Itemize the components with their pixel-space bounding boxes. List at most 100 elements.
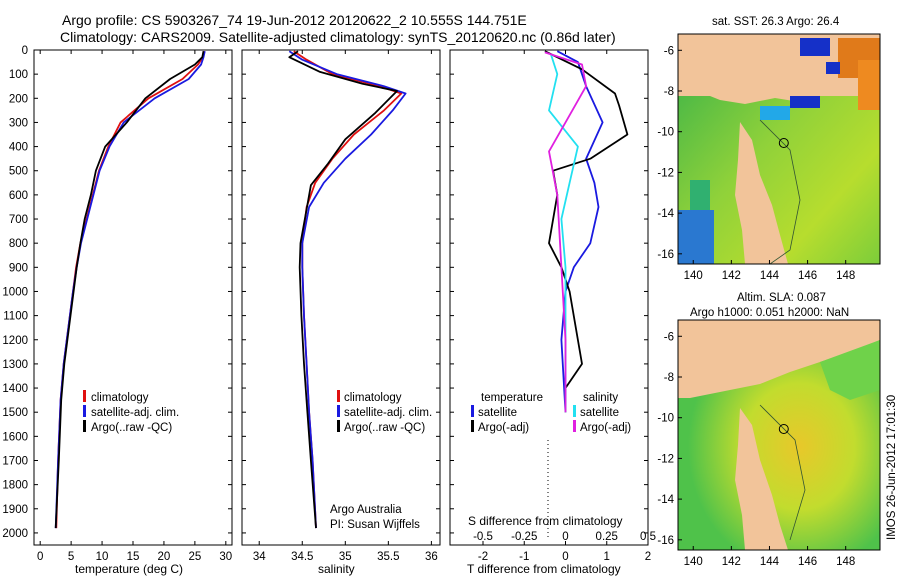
temperature-panel: 0100200300400500600700800900100011001200… — [2, 45, 233, 576]
lon-tick-label: 146 — [798, 556, 817, 568]
sst-lon-tick-labels: 140 142 144 146 148 — [684, 260, 855, 282]
lon-tick-label: 140 — [684, 270, 703, 282]
legend-salinity-title: salinity — [583, 392, 618, 404]
lat-tick-label: -6 — [664, 331, 674, 343]
lon-tick-label: 146 — [798, 270, 817, 282]
series-line-1-2 — [288, 50, 398, 529]
legend-swatch-argo — [83, 420, 86, 432]
x-tick-label: -2 — [478, 551, 488, 563]
depth-tick-label: 1100 — [3, 311, 28, 323]
sla-map-image — [678, 320, 880, 550]
legend-swatch-satellite — [83, 405, 86, 417]
depth-tick-label: 1700 — [2, 455, 28, 467]
depth-tick-labels: 0 100 200 300 400 500 600 700 800 900 1000 1100 1200… — [2, 45, 28, 540]
legend-swatch-climatology — [83, 390, 86, 402]
sla-lon-tick-labels: 140 142 144 146 148 — [684, 546, 855, 568]
depth-tick-label: 0 — [22, 45, 28, 57]
sla-map-frame — [677, 319, 881, 551]
imos-timestamp: IMOS 26-Jun-2012 17:01:30 — [886, 395, 898, 540]
sst-map-panel: sat. SST: 26.3 Argo: 26.4 140 142 144 146 14… — [657, 16, 881, 282]
depth-tick-label: 900 — [9, 262, 28, 274]
depth-tick-label: 1800 — [2, 480, 28, 492]
lon-tick-label: 144 — [760, 270, 780, 282]
sla-map-title-line1: Altim. SLA: 0.087 — [737, 292, 826, 304]
legend-swatch-argo — [337, 420, 340, 432]
legend-label-climatology: climatology — [91, 392, 149, 404]
legend-temperature-title: temperature — [481, 392, 543, 404]
depth-tick-label: 1400 — [2, 383, 28, 395]
lon-tick-label: 142 — [722, 556, 741, 568]
legend-label-argo: Argo(..raw -QC) — [91, 422, 172, 434]
s-tick-label: -0.25 — [511, 531, 537, 543]
s-difference-xlabel: S difference from climatology — [468, 514, 623, 528]
series-line-2-3 — [544, 51, 587, 413]
legend-swatch-s-argo — [573, 420, 576, 432]
lat-tick-label: -14 — [657, 208, 674, 220]
x-tick-label: 0 — [37, 551, 43, 563]
sst-lat-tick-labels: -6 -8 -10 -12 -14 -16 — [657, 45, 682, 261]
x-tick-label: 35.5 — [377, 551, 399, 563]
depth-tick-label: 100 — [9, 69, 28, 81]
lat-tick-label: -6 — [664, 45, 674, 57]
t-difference-xlabel: T difference from climatology — [467, 562, 621, 576]
depth-tick-label: 1900 — [2, 504, 28, 516]
salinity-axes-box — [241, 49, 441, 546]
s-tick-label: 0.5 — [640, 531, 656, 543]
sla-map-title-line2: Argo h1000: 0.051 h2000: NaN — [690, 307, 849, 319]
legend-label-s-argo: Argo(-adj) — [580, 422, 631, 434]
lon-tick-label: 144 — [760, 556, 780, 568]
x-tick-label: 2 — [645, 551, 651, 563]
depth-tick-label: 300 — [9, 117, 28, 129]
lon-tick-label: 148 — [836, 270, 855, 282]
series-line-1-1 — [288, 50, 407, 529]
legend-swatch-satellite — [337, 405, 340, 417]
depth-tick-label: 700 — [9, 214, 28, 226]
x-tick-label: 10 — [96, 551, 109, 563]
temperature-xlabel: temperature (deg C) — [75, 562, 183, 576]
legend-label-s-satellite: satellite — [580, 407, 619, 419]
temperature-axes-box — [33, 49, 233, 546]
difference-axes-box — [449, 49, 649, 546]
x-tick-label: 34.5 — [291, 551, 313, 563]
annotation-pi: PI: Susan Wijffels — [330, 519, 420, 531]
difference-lines — [544, 50, 629, 413]
x-tick-label: 5 — [68, 551, 74, 563]
temperature-lines — [54, 51, 206, 529]
legend-label-climatology: climatology — [344, 392, 402, 404]
depth-tick-label: 400 — [9, 142, 28, 154]
depth-tick-label: 600 — [9, 190, 28, 202]
sst-float-marker — [778, 138, 789, 148]
lat-tick-label: -8 — [664, 372, 674, 384]
depth-tick-label: 2000 — [2, 528, 28, 540]
temperature-tick-labels: 0 5 10 15 20 25 30 — [34, 49, 232, 563]
lon-tick-label: 140 — [684, 556, 703, 568]
lat-tick-label: -12 — [657, 167, 674, 179]
lon-tick-label: 142 — [722, 270, 741, 282]
sst-map-image — [678, 34, 880, 264]
x-tick-label: 30 — [219, 551, 232, 563]
depth-tick-label: 800 — [9, 238, 28, 250]
legend-label-argo: Argo(..raw -QC) — [344, 422, 425, 434]
salinity-xlabel: salinity — [318, 562, 355, 576]
salinity-lines — [288, 50, 407, 529]
lat-tick-label: -8 — [664, 86, 674, 98]
x-tick-label: 1 — [604, 551, 610, 563]
difference-legend: temperature satellite Argo(-adj) salinit… — [471, 392, 631, 434]
sla-float-marker — [778, 424, 789, 434]
sst-map-title: sat. SST: 26.3 Argo: 26.4 — [712, 16, 840, 28]
legend-label-satellite: satellite-adj. clim. — [91, 407, 179, 419]
annotation-argo-australia: Argo Australia — [330, 504, 402, 516]
s-tick-label: 0.25 — [596, 531, 618, 543]
series-line-2-2 — [548, 54, 579, 413]
salinity-panel: 34 34.5 35 35.5 36 salinity climatology sate… — [241, 49, 441, 576]
figure-title-line2: Climatology: CARS2009. Satellite-adjuste… — [60, 29, 616, 45]
x-tick-label: 35 — [339, 551, 352, 563]
x-tick-label: 15 — [127, 551, 140, 563]
salinity-tick-labels: 34 34.5 35 35.5 36 — [242, 49, 440, 563]
legend-label-satellite: satellite-adj. clim. — [344, 407, 432, 419]
x-tick-label: 20 — [158, 551, 171, 563]
series-line-0-2 — [54, 51, 205, 529]
s-difference-tick-labels: -0.5 -0.25 0 0.25 0.5 — [473, 531, 656, 543]
lat-tick-label: -14 — [657, 494, 674, 506]
figure-title-line1: Argo profile: CS 5903267_74 19-Jun-2012 … — [62, 12, 527, 28]
